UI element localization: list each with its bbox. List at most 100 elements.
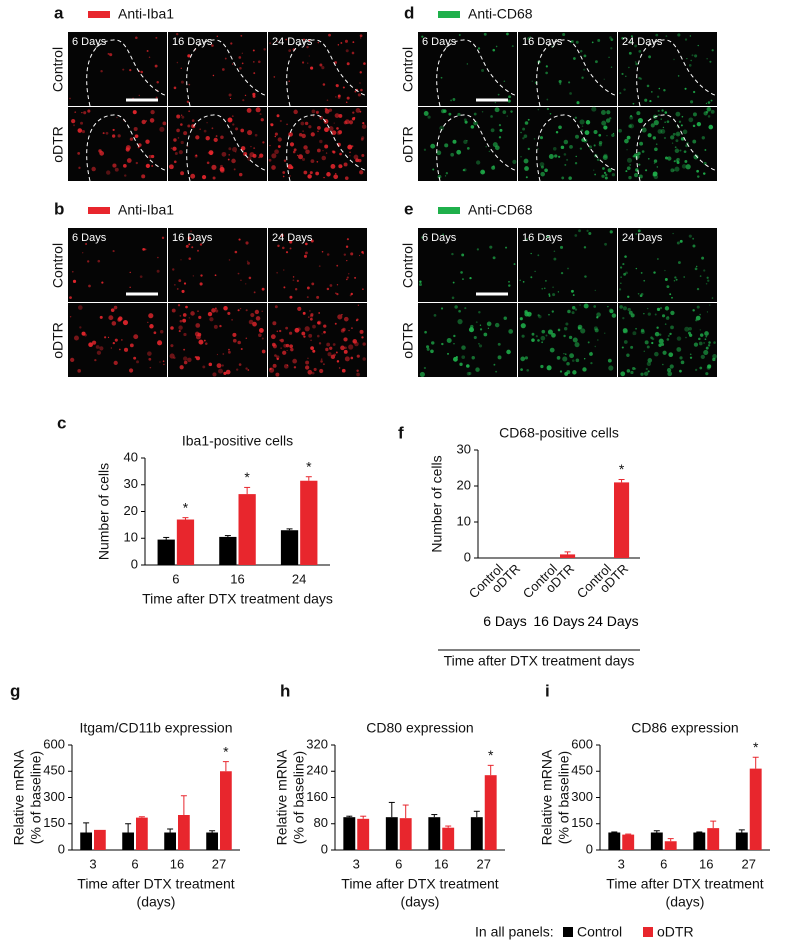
stain-spot bbox=[305, 360, 310, 365]
stain-spot bbox=[649, 99, 652, 103]
stain-spot bbox=[298, 154, 304, 160]
stain-spot bbox=[99, 346, 104, 351]
stain-spot bbox=[693, 90, 696, 94]
micrograph-bg bbox=[268, 303, 367, 377]
stain-spot bbox=[343, 349, 348, 354]
bar bbox=[176, 519, 195, 565]
stain-spot bbox=[577, 326, 581, 330]
stain-spot bbox=[283, 343, 288, 348]
stain-spot bbox=[312, 115, 315, 117]
stain-spot bbox=[362, 357, 366, 361]
stain-spot bbox=[566, 361, 570, 366]
stain-spot bbox=[673, 160, 676, 163]
stain-spot bbox=[359, 82, 361, 84]
stain-spot bbox=[674, 166, 680, 172]
stain-spot bbox=[311, 109, 316, 114]
micrograph-bg bbox=[618, 32, 717, 106]
stain-spot bbox=[703, 269, 706, 272]
stain-spot bbox=[444, 143, 449, 148]
legend-prefix: In all panels: bbox=[475, 924, 554, 940]
stain-spot bbox=[146, 49, 149, 52]
stain-spot bbox=[199, 128, 201, 131]
stain-spot bbox=[692, 237, 695, 240]
stain-spot bbox=[252, 49, 255, 52]
stain-spot bbox=[473, 335, 477, 340]
stain-spot bbox=[110, 308, 115, 313]
stain-spot bbox=[455, 356, 458, 359]
stain-spot bbox=[307, 174, 312, 179]
stain-spot bbox=[239, 308, 242, 310]
stain-spot bbox=[228, 93, 232, 97]
stain-spot bbox=[709, 304, 711, 306]
stain-spot bbox=[296, 154, 299, 157]
stain-spot bbox=[706, 106, 712, 112]
stain-spot bbox=[608, 308, 614, 313]
micrograph-bg bbox=[68, 228, 167, 302]
y-tick-label: 150 bbox=[571, 815, 593, 830]
stain-spot bbox=[73, 335, 79, 341]
stain-spot bbox=[129, 286, 131, 289]
stain-spot bbox=[543, 287, 546, 290]
stain-spot bbox=[525, 238, 529, 241]
bar bbox=[280, 530, 299, 565]
stain-spot bbox=[632, 331, 637, 336]
stain-spot bbox=[81, 112, 83, 114]
stain-spot bbox=[144, 248, 147, 251]
stain-spot bbox=[309, 171, 313, 175]
stain-spot bbox=[77, 305, 83, 310]
x-tick-label: 16 bbox=[699, 856, 713, 871]
stain-spot bbox=[690, 59, 692, 62]
stain-spot bbox=[457, 319, 463, 325]
stain-spot bbox=[271, 342, 276, 347]
bar bbox=[428, 817, 441, 850]
micrograph bbox=[168, 303, 267, 377]
stain-spot bbox=[684, 38, 688, 41]
stain-spot bbox=[662, 363, 664, 366]
stain-spot bbox=[494, 145, 500, 151]
stain-spot bbox=[696, 287, 700, 291]
stain-spot bbox=[704, 338, 707, 341]
stain-spot bbox=[188, 317, 190, 319]
stain-spot bbox=[240, 34, 243, 37]
stain-spot bbox=[219, 324, 222, 328]
stain-spot bbox=[494, 322, 500, 328]
stain-spot bbox=[349, 155, 351, 157]
stain-spot bbox=[252, 61, 255, 63]
stain-spot bbox=[519, 279, 521, 281]
tissue-outline bbox=[536, 114, 618, 182]
stain-spot bbox=[657, 258, 659, 260]
stain-spot bbox=[270, 123, 274, 127]
stain-spot bbox=[309, 317, 313, 321]
stain-spot bbox=[583, 303, 589, 309]
stain-spot bbox=[705, 335, 708, 338]
stain-spot bbox=[259, 113, 262, 116]
y-tick-label: 30 bbox=[124, 476, 138, 491]
stain-spot bbox=[680, 124, 683, 127]
stain-spot bbox=[677, 261, 681, 265]
stain-spot bbox=[619, 305, 623, 309]
stain-spot bbox=[690, 100, 694, 104]
legend-label: Anti-Iba1 bbox=[118, 6, 174, 22]
bar bbox=[164, 832, 176, 850]
column-label: 24 Days bbox=[272, 232, 313, 244]
stain-spot bbox=[688, 64, 692, 67]
stain-spot bbox=[525, 176, 528, 179]
stain-spot bbox=[261, 349, 266, 354]
stain-spot bbox=[83, 111, 87, 115]
stain-spot bbox=[692, 309, 695, 312]
y-tick-label: 600 bbox=[571, 736, 593, 751]
stain-spot bbox=[154, 64, 158, 68]
stain-spot bbox=[681, 164, 687, 169]
stain-spot bbox=[301, 133, 306, 139]
stain-spot bbox=[128, 368, 134, 373]
stain-spot bbox=[322, 83, 326, 86]
stain-spot bbox=[640, 329, 645, 334]
stain-spot bbox=[564, 353, 567, 355]
stain-spot bbox=[707, 115, 711, 118]
stain-spot bbox=[321, 155, 327, 161]
stain-spot bbox=[669, 364, 674, 369]
stain-spot bbox=[579, 119, 585, 125]
bar bbox=[300, 480, 318, 565]
stain-spot bbox=[676, 336, 682, 341]
stain-spot bbox=[269, 144, 271, 147]
